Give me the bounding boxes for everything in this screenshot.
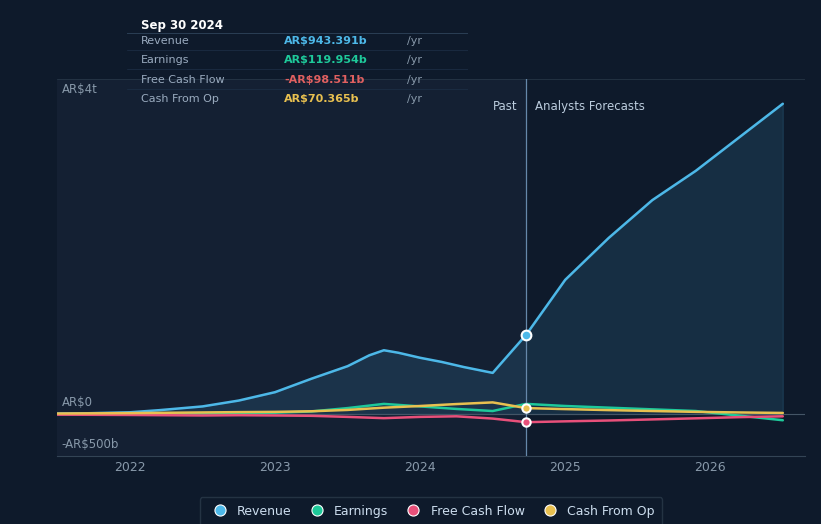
Text: /yr: /yr	[406, 36, 422, 46]
Text: AR$0: AR$0	[62, 396, 93, 409]
Text: Cash From Op: Cash From Op	[141, 94, 218, 104]
Text: AR$4t: AR$4t	[62, 83, 98, 96]
Text: /yr: /yr	[406, 56, 422, 66]
Bar	[57, 79, 526, 456]
Text: Sep 30 2024: Sep 30 2024	[141, 19, 222, 32]
Text: Earnings: Earnings	[141, 56, 190, 66]
Text: AR$70.365b: AR$70.365b	[284, 94, 360, 104]
Text: -AR$500b: -AR$500b	[62, 438, 119, 451]
Text: /yr: /yr	[406, 74, 422, 84]
Text: AR$119.954b: AR$119.954b	[284, 56, 368, 66]
Text: /yr: /yr	[406, 94, 422, 104]
Text: -AR$98.511b: -AR$98.511b	[284, 74, 365, 84]
Text: Revenue: Revenue	[141, 36, 190, 46]
Legend: Revenue, Earnings, Free Cash Flow, Cash From Op: Revenue, Earnings, Free Cash Flow, Cash …	[200, 497, 663, 524]
Text: Past: Past	[493, 100, 517, 113]
Bar	[526, 79, 805, 456]
Text: AR$943.391b: AR$943.391b	[284, 36, 368, 46]
Text: Analysts Forecasts: Analysts Forecasts	[534, 100, 644, 113]
Text: Free Cash Flow: Free Cash Flow	[141, 74, 224, 84]
